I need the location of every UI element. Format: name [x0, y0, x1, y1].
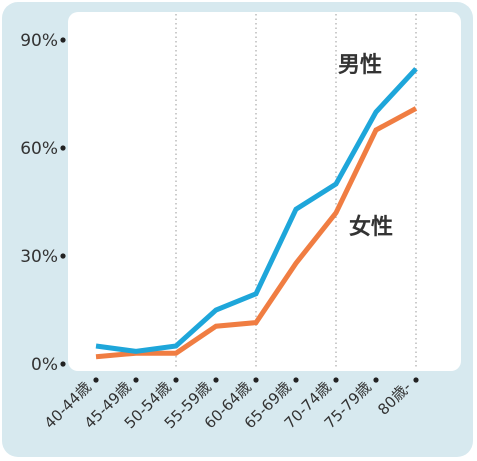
- x-tick-dot: [133, 377, 139, 383]
- series-label-female: 女性: [349, 214, 393, 240]
- y-axis: 0% 30% 60% 90%: [20, 31, 66, 375]
- y-tick-label: 30%: [20, 247, 58, 267]
- plot-area: [68, 12, 461, 371]
- y-tick-label: 90%: [20, 31, 58, 51]
- x-tick-dot: [93, 377, 99, 383]
- y-tick-dot: [60, 145, 66, 151]
- chart-frame: 0% 30% 60% 90% 40-44歳 45-49歳 50-54歳 55-59歳 60-6…: [2, 2, 473, 457]
- grid-layer: [175, 14, 417, 368]
- series-labels: 男性 女性: [338, 53, 393, 240]
- series-label-male: 男性: [338, 53, 382, 78]
- y-tick-label: 0%: [31, 355, 58, 375]
- y-tick-dot: [60, 361, 66, 367]
- x-tick-dot: [373, 377, 379, 383]
- x-tick-dot: [413, 377, 419, 383]
- x-tick-dot: [173, 377, 179, 383]
- series-layer: [95, 67, 418, 360]
- line-chart: 0%30%60%90% 40-44歳45-49歳50-54歳55-59歳60-6…: [2, 2, 473, 457]
- y-tick-label: 60%: [20, 139, 58, 159]
- x-tick-dot: [253, 377, 259, 383]
- x-tick-dot: [213, 377, 219, 383]
- y-tick-dot: [60, 37, 66, 43]
- x-tick-dot: [293, 377, 299, 383]
- x-tick-dot: [333, 377, 339, 383]
- y-tick-dot: [60, 253, 66, 259]
